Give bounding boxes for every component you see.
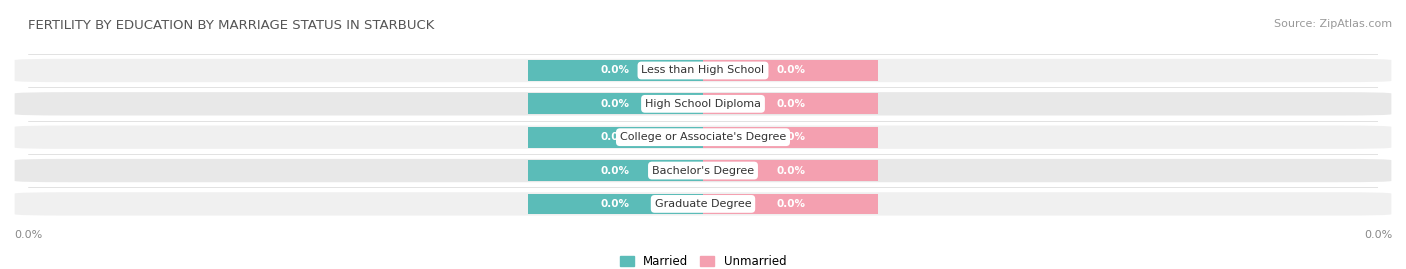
Text: 0.0%: 0.0% (600, 99, 630, 109)
Text: 0.0%: 0.0% (776, 199, 806, 209)
FancyBboxPatch shape (14, 59, 1392, 82)
Text: 0.0%: 0.0% (600, 165, 630, 176)
Text: Bachelor's Degree: Bachelor's Degree (652, 165, 754, 176)
Bar (527, 160, 703, 181)
Bar (527, 94, 703, 114)
Text: Source: ZipAtlas.com: Source: ZipAtlas.com (1274, 19, 1392, 29)
FancyBboxPatch shape (14, 192, 1392, 215)
Text: 0.0%: 0.0% (600, 65, 630, 76)
Bar (703, 60, 879, 81)
Text: 0.0%: 0.0% (776, 132, 806, 142)
Text: 0.0%: 0.0% (776, 165, 806, 176)
Text: High School Diploma: High School Diploma (645, 99, 761, 109)
Bar (527, 194, 703, 214)
Text: 0.0%: 0.0% (776, 99, 806, 109)
Legend: Married, Unmarried: Married, Unmarried (620, 255, 786, 268)
Text: Graduate Degree: Graduate Degree (655, 199, 751, 209)
Bar (527, 127, 703, 147)
Text: 0.0%: 0.0% (600, 132, 630, 142)
Text: College or Associate's Degree: College or Associate's Degree (620, 132, 786, 142)
Bar (703, 160, 879, 181)
Text: Less than High School: Less than High School (641, 65, 765, 76)
FancyBboxPatch shape (14, 159, 1392, 182)
Text: 0.0%: 0.0% (600, 199, 630, 209)
Bar (703, 94, 879, 114)
Text: 0.0%: 0.0% (776, 65, 806, 76)
Bar (703, 194, 879, 214)
FancyBboxPatch shape (14, 126, 1392, 149)
Text: FERTILITY BY EDUCATION BY MARRIAGE STATUS IN STARBUCK: FERTILITY BY EDUCATION BY MARRIAGE STATU… (28, 19, 434, 32)
FancyBboxPatch shape (14, 92, 1392, 115)
Bar (703, 127, 879, 147)
Bar (527, 60, 703, 81)
